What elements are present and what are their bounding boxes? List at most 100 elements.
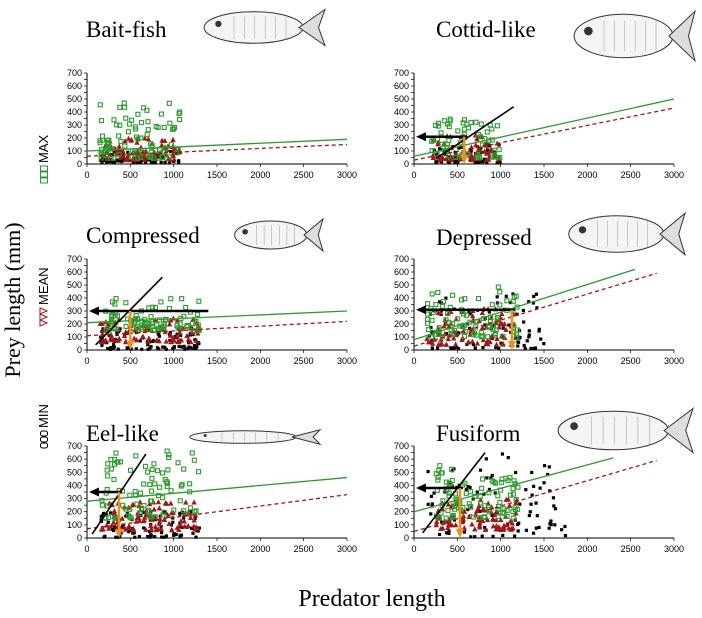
mean-point <box>438 525 444 531</box>
x-tick-label: 1500 <box>207 170 227 180</box>
max-point <box>465 125 472 131</box>
mean-point <box>499 341 506 347</box>
mean-point <box>438 336 444 342</box>
max-point <box>147 153 153 159</box>
max-point <box>171 507 177 513</box>
y-tick-label: 400 <box>394 293 409 303</box>
max-point <box>123 323 129 330</box>
x-tick-label: 2500 <box>294 170 314 180</box>
max-point <box>160 512 166 518</box>
min-point <box>178 535 182 539</box>
min-point <box>527 335 531 339</box>
max-point <box>196 298 202 304</box>
min-point <box>164 534 168 538</box>
max-point <box>447 116 453 122</box>
max-point <box>475 296 482 302</box>
max-point <box>477 514 483 521</box>
min-point <box>537 525 541 530</box>
y-tick-label: 400 <box>67 107 82 117</box>
min-point <box>102 535 106 539</box>
min-point <box>501 533 505 538</box>
max-point <box>191 457 197 463</box>
mean-point <box>488 148 494 154</box>
x-tick-label: 3000 <box>337 356 357 366</box>
y-tick-label: 0 <box>404 345 409 355</box>
max-point <box>108 155 114 161</box>
max-point <box>103 515 109 521</box>
max-point <box>479 334 485 340</box>
max-point <box>99 133 105 139</box>
min-point <box>548 489 552 493</box>
min-point <box>521 308 525 313</box>
max-point <box>473 119 479 125</box>
mean-point <box>112 337 118 343</box>
y-tick-label: 500 <box>394 280 409 290</box>
min-point <box>145 535 150 539</box>
max-point <box>164 479 170 485</box>
min-point <box>149 533 153 537</box>
min-point <box>483 525 487 530</box>
mean-point <box>121 524 127 530</box>
y-tick-label: 200 <box>394 133 409 143</box>
min-point <box>542 481 546 485</box>
min-point <box>157 332 161 337</box>
mean-point <box>169 335 176 341</box>
min-point <box>186 346 190 351</box>
min-point <box>196 529 200 533</box>
max-point <box>132 124 138 130</box>
min-point <box>534 292 539 296</box>
max-point <box>146 323 152 329</box>
min-point <box>147 535 152 539</box>
max-point <box>458 297 465 303</box>
min-point <box>539 337 543 341</box>
min-point <box>457 331 461 335</box>
min-point <box>537 329 541 333</box>
max-point <box>494 317 500 323</box>
x-tick-label: 500 <box>450 356 465 366</box>
max-point <box>108 146 114 152</box>
min-point <box>444 296 448 300</box>
mean-point <box>475 505 481 511</box>
mean-point <box>97 320 103 326</box>
mean-point <box>469 313 476 319</box>
min-point <box>478 509 482 514</box>
min-point <box>438 147 443 152</box>
min-point <box>563 533 568 538</box>
mean-point <box>158 526 164 532</box>
arrowhead <box>455 529 464 538</box>
min-point <box>167 160 172 164</box>
min-point <box>129 347 133 351</box>
min-point <box>114 535 118 539</box>
min-point <box>115 330 119 335</box>
mean-point <box>178 518 184 524</box>
min-point <box>162 510 166 514</box>
min-point <box>104 513 109 517</box>
arrowhead <box>460 155 469 164</box>
min-point <box>179 333 183 337</box>
max-point <box>510 298 516 304</box>
max-point <box>471 330 477 336</box>
arrowhead <box>126 341 135 350</box>
max-point <box>152 304 159 311</box>
min-point <box>150 339 155 344</box>
min-point <box>436 346 440 350</box>
max-point <box>440 303 446 309</box>
max-fit-line <box>86 138 348 152</box>
max-point <box>446 138 452 144</box>
min-point <box>430 330 435 334</box>
arrowhead <box>416 305 426 315</box>
y-tick-label: 300 <box>394 306 409 316</box>
max-point <box>436 515 442 521</box>
mean-point <box>142 135 148 141</box>
y-tick-label: 0 <box>404 533 409 543</box>
min-point <box>158 514 162 518</box>
max-point <box>117 104 123 110</box>
max-point <box>113 450 119 456</box>
y-tick-label: 100 <box>67 520 82 530</box>
min-point <box>479 146 483 150</box>
mean-point <box>501 524 507 530</box>
mean-point <box>493 341 500 347</box>
max-point <box>510 491 516 497</box>
mean-point <box>124 153 131 159</box>
max-point <box>155 124 161 130</box>
